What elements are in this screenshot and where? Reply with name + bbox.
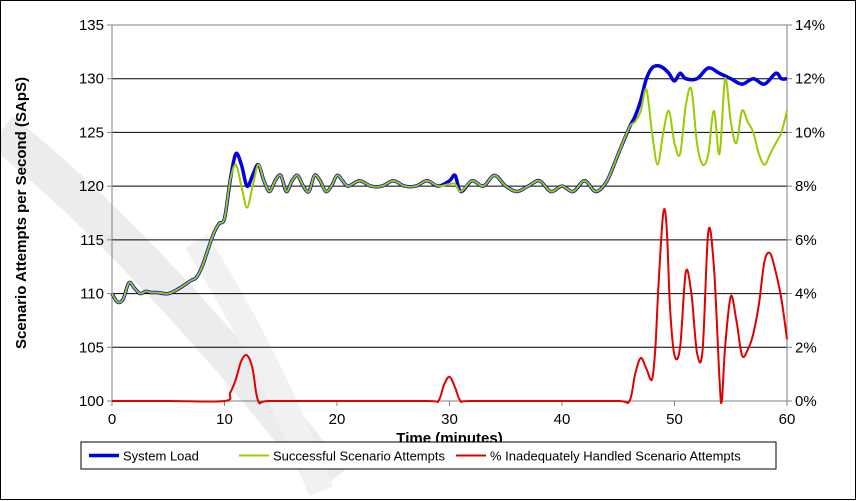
watermark-arcs (1, 116, 346, 496)
y-tick-label: 120 (79, 178, 104, 195)
legend-box (80, 441, 777, 470)
legend-label: % Inadequately Handled Scenario Attempts (490, 449, 741, 464)
legend-label: Successful Scenario Attempts (273, 449, 445, 464)
y2-tick-label: 0% (795, 393, 817, 410)
y2-tick-label: 4% (795, 286, 817, 303)
y-tick-label: 135 (79, 17, 104, 34)
series-line-successful-scenario-attempts (111, 77, 788, 304)
legend: System Load Successful Scenario Attempts%… (80, 441, 777, 470)
x-tick-label: 30 (441, 411, 458, 428)
y2-tick-label: 10% (795, 124, 825, 141)
x-axis-ticks: 0 10 20 30 40 50 60 (108, 401, 796, 428)
y-tick-label: 110 (80, 286, 104, 303)
x-tick-label: 20 (329, 411, 346, 428)
y2-axis-ticks: 0% 2% 4% 6% 8% 10% 12% 14% (787, 17, 825, 410)
y-tick-label: 105 (79, 339, 104, 356)
y-tick-label: 100 (79, 393, 104, 410)
y2-tick-label: 6% (795, 232, 817, 249)
x-tick-label: 50 (666, 411, 683, 428)
y-axis-ticks: 100 105 110 115 120 125 130 135 (79, 17, 112, 410)
y2-tick-label: 14% (795, 17, 825, 34)
y2-tick-label: 8% (795, 178, 817, 195)
x-tick-label: 40 (554, 411, 571, 428)
y-tick-label: 130 (79, 71, 104, 88)
y-tick-label: 125 (79, 124, 104, 141)
x-tick-label: 0 (108, 411, 116, 428)
x-tick-label: 10 (216, 411, 233, 428)
y2-tick-label: 12% (795, 71, 825, 88)
y-axis-title: Scenario Attempts per Second (SApS) (13, 77, 30, 349)
series-line-inadequately-handled-scenario-attempts (112, 208, 788, 405)
y2-tick-label: 2% (795, 339, 817, 356)
legend-label: System Load (123, 449, 199, 464)
series-lines (110, 64, 788, 405)
x-tick-label: 60 (779, 411, 796, 428)
y-tick-label: 115 (80, 232, 104, 249)
